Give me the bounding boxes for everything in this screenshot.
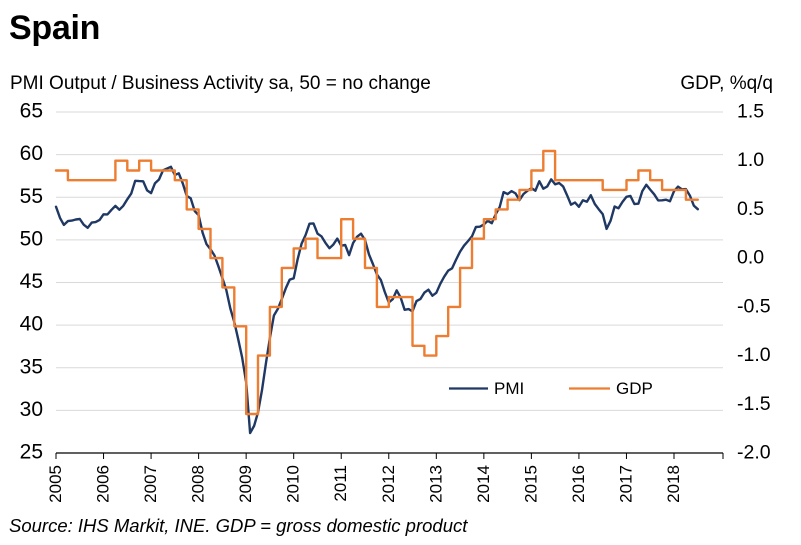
svg-text:30: 30 [20, 398, 43, 421]
svg-text:0.0: 0.0 [737, 247, 764, 269]
svg-text:0.5: 0.5 [737, 198, 764, 220]
svg-text:-1.5: -1.5 [737, 393, 771, 415]
svg-text:2005: 2005 [46, 465, 65, 503]
svg-text:40: 40 [20, 313, 43, 336]
svg-text:GDP: GDP [616, 379, 653, 398]
svg-text:50: 50 [20, 227, 43, 250]
svg-text:-2.0: -2.0 [737, 442, 771, 464]
svg-text:2015: 2015 [521, 465, 540, 503]
svg-text:-0.5: -0.5 [737, 295, 771, 317]
svg-text:1.0: 1.0 [737, 149, 764, 171]
svg-text:45: 45 [20, 270, 43, 293]
svg-text:35: 35 [20, 355, 43, 378]
svg-text:60: 60 [20, 142, 43, 165]
svg-text:25: 25 [20, 441, 43, 464]
svg-text:2018: 2018 [664, 465, 683, 503]
svg-text:2010: 2010 [284, 465, 303, 503]
svg-text:2014: 2014 [474, 465, 493, 503]
svg-text:2008: 2008 [189, 465, 208, 503]
svg-text:2011: 2011 [331, 465, 350, 502]
svg-text:2007: 2007 [141, 465, 160, 503]
svg-text:2012: 2012 [379, 465, 398, 503]
svg-text:55: 55 [20, 185, 43, 208]
svg-text:1.5: 1.5 [737, 101, 764, 123]
svg-text:PMI: PMI [494, 379, 524, 398]
svg-text:2006: 2006 [94, 465, 113, 503]
svg-text:65: 65 [20, 100, 43, 123]
svg-text:2009: 2009 [236, 465, 255, 503]
svg-text:-1.0: -1.0 [737, 344, 771, 366]
svg-text:2017: 2017 [616, 465, 635, 503]
svg-text:2013: 2013 [426, 465, 445, 503]
svg-text:2016: 2016 [569, 465, 588, 503]
